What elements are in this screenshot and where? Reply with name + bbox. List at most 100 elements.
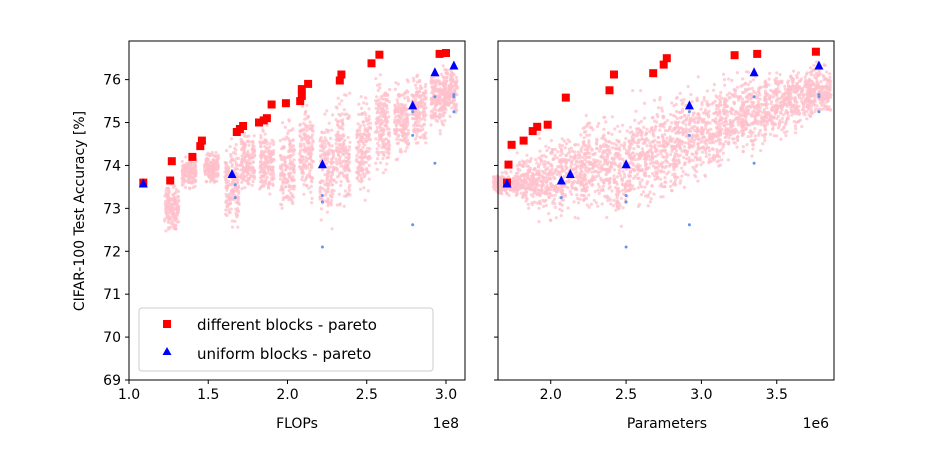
cloud-point — [556, 170, 560, 174]
cloud-point — [230, 164, 234, 168]
cloud-point — [414, 109, 419, 113]
different-blocks-pareto-point — [335, 76, 344, 85]
cloud-point — [730, 78, 734, 82]
cloud-point — [627, 139, 631, 143]
cloud-point — [735, 145, 739, 149]
cloud-point — [621, 192, 626, 196]
cloud-point — [263, 138, 267, 142]
cloud-point — [605, 152, 610, 156]
cloud-point — [549, 182, 553, 186]
uniform-sample-point — [320, 194, 324, 197]
cloud-point — [533, 187, 537, 191]
cloud-point — [288, 145, 292, 149]
cloud-point — [602, 181, 606, 185]
cloud-point — [424, 82, 428, 86]
cloud-point — [549, 218, 553, 222]
cloud-point — [726, 158, 730, 162]
cloud-point — [649, 197, 653, 201]
cloud-point — [623, 175, 627, 179]
cloud-point — [674, 145, 678, 149]
cloud-point — [422, 123, 426, 127]
cloud-point — [191, 185, 195, 190]
cloud-point — [507, 175, 511, 179]
cloud-point — [729, 129, 733, 133]
cloud-point — [260, 155, 264, 159]
cloud-point — [575, 193, 579, 197]
cloud-point — [318, 187, 322, 191]
cloud-point — [340, 150, 344, 154]
cloud-point — [330, 227, 334, 231]
cloud-point — [621, 169, 625, 173]
cloud-point — [604, 120, 608, 124]
cloud-point — [379, 150, 384, 154]
cloud-point — [582, 194, 587, 198]
cloud-point — [613, 127, 617, 131]
cloud-point — [726, 110, 730, 114]
cloud-point — [381, 157, 385, 161]
cloud-point — [407, 113, 411, 117]
cloud-point — [320, 144, 324, 148]
cloud-point — [448, 114, 452, 119]
cloud-point — [265, 175, 269, 179]
cloud-point — [385, 124, 389, 128]
cloud-point — [324, 162, 328, 166]
cloud-point — [261, 128, 265, 132]
cloud-point — [374, 137, 378, 141]
cloud-point — [615, 205, 619, 209]
cloud-point — [736, 85, 740, 89]
cloud-point — [692, 138, 696, 142]
cloud-point — [720, 96, 724, 100]
cloud-point — [284, 185, 288, 189]
cloud-point — [259, 136, 263, 140]
cloud-point — [614, 180, 619, 184]
cloud-point — [541, 183, 545, 187]
cloud-point — [321, 149, 325, 153]
cloud-point — [646, 154, 650, 158]
cloud-point — [164, 229, 168, 233]
cloud-point — [299, 130, 303, 134]
cloud-point — [193, 174, 197, 178]
cloud-point — [621, 188, 625, 192]
cloud-point — [331, 149, 335, 153]
cloud-point — [735, 135, 740, 139]
cloud-point — [525, 197, 529, 201]
cloud-point — [642, 101, 647, 105]
cloud-point — [292, 148, 296, 152]
cloud-point — [746, 96, 750, 100]
cloud-point — [597, 191, 601, 195]
cloud-point — [592, 152, 596, 156]
cloud-point — [587, 168, 591, 172]
cloud-point — [534, 172, 538, 177]
cloud-point — [244, 166, 249, 170]
cloud-point — [618, 129, 622, 134]
cloud-point — [382, 97, 386, 101]
cloud-point — [291, 167, 295, 171]
cloud-point — [697, 120, 701, 124]
cloud-point — [628, 170, 633, 174]
cloud-point — [588, 155, 592, 159]
cloud-point — [740, 106, 744, 110]
cloud-point — [227, 193, 231, 197]
cloud-point — [538, 149, 542, 153]
cloud-point — [424, 89, 428, 93]
cloud-point — [586, 151, 590, 155]
cloud-point — [292, 163, 296, 167]
cloud-point — [366, 189, 370, 193]
cloud-point — [279, 202, 283, 206]
cloud-point — [376, 141, 380, 145]
cloud-point — [228, 160, 233, 164]
cloud-point — [553, 153, 557, 157]
cloud-point — [763, 115, 767, 119]
cloud-point — [397, 121, 402, 125]
cloud-point — [573, 150, 577, 154]
cloud-point — [564, 164, 568, 168]
cloud-point — [260, 163, 264, 167]
cloud-point — [753, 134, 757, 138]
cloud-point — [342, 142, 346, 146]
cloud-point — [292, 158, 296, 162]
cloud-point — [423, 85, 427, 89]
cloud-point — [414, 141, 418, 145]
cloud-point — [401, 104, 405, 108]
cloud-point — [335, 137, 339, 142]
cloud-point — [531, 180, 535, 185]
